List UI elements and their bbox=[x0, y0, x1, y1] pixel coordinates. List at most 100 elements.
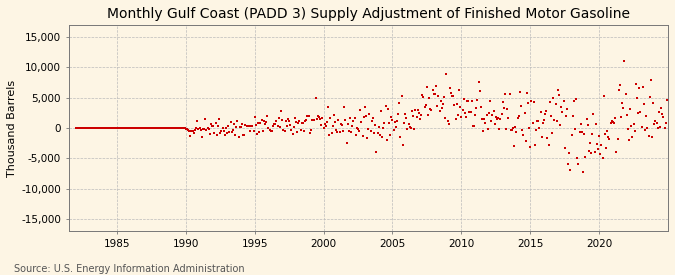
Point bbox=[556, 105, 566, 109]
Point bbox=[338, 129, 348, 133]
Point bbox=[479, 117, 490, 122]
Point bbox=[534, 126, 545, 130]
Point bbox=[518, 132, 529, 137]
Point bbox=[92, 126, 103, 130]
Point bbox=[107, 126, 117, 130]
Point bbox=[488, 109, 499, 113]
Point bbox=[591, 142, 602, 146]
Point bbox=[543, 142, 554, 147]
Point bbox=[448, 94, 459, 98]
Point bbox=[83, 126, 94, 130]
Point bbox=[155, 126, 166, 131]
Point bbox=[583, 123, 593, 127]
Point bbox=[521, 91, 532, 95]
Point bbox=[261, 120, 271, 124]
Point bbox=[123, 126, 134, 130]
Point bbox=[167, 126, 178, 130]
Point bbox=[84, 126, 95, 130]
Point bbox=[491, 117, 502, 122]
Point bbox=[286, 128, 297, 132]
Point bbox=[658, 115, 669, 119]
Point bbox=[568, 114, 578, 119]
Point bbox=[414, 117, 425, 122]
Point bbox=[117, 126, 128, 130]
Point bbox=[434, 108, 445, 113]
Point bbox=[242, 124, 253, 128]
Point bbox=[208, 123, 219, 128]
Point bbox=[617, 101, 628, 105]
Point bbox=[248, 129, 259, 133]
Point bbox=[294, 119, 305, 123]
Point bbox=[310, 95, 321, 100]
Point bbox=[497, 100, 508, 104]
Point bbox=[560, 114, 571, 118]
Point bbox=[593, 147, 603, 151]
Point bbox=[508, 125, 518, 130]
Point bbox=[364, 112, 375, 116]
Point bbox=[426, 108, 437, 112]
Point bbox=[452, 113, 463, 118]
Point bbox=[475, 89, 485, 93]
Point bbox=[473, 80, 484, 84]
Point bbox=[562, 107, 572, 111]
Point bbox=[531, 128, 541, 133]
Point bbox=[231, 125, 242, 130]
Point bbox=[260, 122, 271, 127]
Point bbox=[252, 131, 263, 136]
Point bbox=[196, 135, 207, 140]
Point bbox=[557, 110, 568, 114]
Point bbox=[164, 126, 175, 130]
Point bbox=[551, 119, 562, 123]
Point bbox=[435, 99, 446, 103]
Point bbox=[598, 94, 609, 98]
Point bbox=[425, 107, 436, 112]
Point bbox=[591, 121, 601, 126]
Point bbox=[256, 118, 267, 123]
Point bbox=[410, 108, 421, 112]
Point bbox=[216, 129, 227, 133]
Point bbox=[76, 126, 86, 130]
Point bbox=[571, 97, 582, 101]
Point bbox=[421, 85, 432, 89]
Point bbox=[207, 123, 217, 128]
Point bbox=[101, 126, 112, 130]
Point bbox=[193, 126, 204, 131]
Point bbox=[495, 117, 506, 122]
Point bbox=[398, 143, 408, 148]
Point bbox=[86, 126, 97, 131]
Point bbox=[172, 126, 183, 130]
Point bbox=[269, 122, 279, 126]
Point bbox=[460, 115, 471, 119]
Point bbox=[176, 126, 186, 130]
Point bbox=[317, 116, 328, 120]
Point bbox=[660, 120, 671, 125]
Point bbox=[72, 126, 83, 130]
Point bbox=[408, 114, 418, 119]
Point bbox=[283, 117, 294, 122]
Point bbox=[136, 126, 146, 130]
Point bbox=[80, 126, 91, 130]
Point bbox=[126, 126, 137, 131]
Point bbox=[284, 119, 294, 123]
Point bbox=[95, 126, 105, 130]
Point bbox=[178, 126, 189, 130]
Point bbox=[481, 113, 492, 117]
Point bbox=[458, 97, 469, 101]
Point bbox=[506, 128, 516, 132]
Point bbox=[151, 126, 161, 130]
Point bbox=[99, 126, 109, 130]
Point bbox=[570, 127, 580, 131]
Point bbox=[394, 101, 405, 105]
Point bbox=[375, 133, 385, 138]
Point bbox=[267, 128, 277, 133]
Point bbox=[218, 128, 229, 133]
Point bbox=[468, 123, 479, 128]
Point bbox=[298, 121, 308, 125]
Point bbox=[487, 112, 497, 117]
Point bbox=[118, 126, 129, 130]
Point bbox=[78, 126, 89, 130]
Point bbox=[97, 126, 107, 130]
Point bbox=[324, 133, 335, 138]
Point bbox=[610, 115, 620, 120]
Point bbox=[332, 130, 343, 134]
